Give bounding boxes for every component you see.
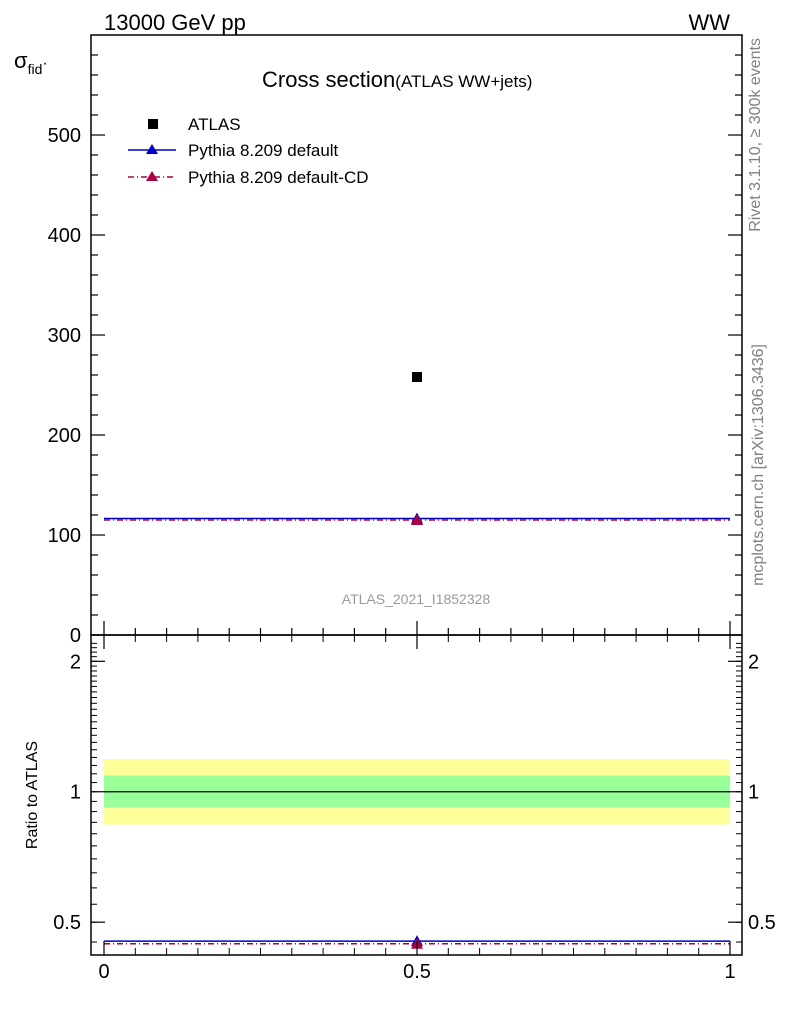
main-panel: 0 100 200 300 400 500 Cross section(ATLAS WW+… [14,34,743,647]
plot-title-main: Cross section [262,67,395,92]
ratio-y-tick-label-right: 2 [748,651,759,673]
main-y-tick-label: 500 [48,125,81,147]
data-point-atlas [412,372,422,382]
ratio-frame [90,634,743,956]
plot-title-sub: (ATLAS WW+jets) [395,72,532,91]
legend-marker-pythia-default [146,144,158,154]
ratio-plot-area [104,759,730,949]
ylabel-sigma: σ [14,48,28,73]
legend-item-atlas: ATLAS [148,115,241,134]
ratio-y-axis-label: Ratio to ATLAS [24,741,41,849]
legend-item-pythia-default: Pythia 8.209 default [128,141,339,160]
legend-item-pythia-default-cd: Pythia 8.209 default-CD [128,168,369,187]
x-tick-label: 0.5 [403,961,431,983]
main-y-tick-label: 400 [48,225,81,247]
main-y-ticks: 0 100 200 300 400 500 [48,54,742,647]
legend-label-pythia-default: Pythia 8.209 default [188,141,339,160]
header-process: WW [688,10,730,35]
header-energy: 13000 GeV pp [104,10,246,35]
ratio-y-tick-label-right: 1 [748,782,759,804]
legend: ATLAS Pythia 8.209 default Pythia 8.209 … [128,115,369,187]
ratio-panel: 0.5 0.51 12 2 0 0.5 1 Ratio to ATLAS [24,634,776,983]
ylabel-suffix: · [42,55,47,72]
ratio-y-ticks: 0.5 0.5 1 1 2 2 [53,642,776,943]
legend-marker-pythia-default-cd [146,171,158,181]
legend-label-atlas: ATLAS [188,115,241,134]
legend-marker-atlas [148,119,158,129]
main-plot-area [104,372,730,525]
main-y-tick-label: 0 [70,625,81,647]
main-y-axis-label: σfid· [14,48,48,77]
ratio-y-tick-label: 2 [70,651,81,673]
ratio-y-tick-label: 0.5 [53,912,81,934]
ratio-y-tick-label-right: 0.5 [748,912,776,934]
x-axis-ticks: 0 0.5 1 [98,635,736,983]
data-point-triangle [411,514,423,525]
x-tick-label: 0 [98,961,109,983]
main-y-tick-label: 300 [48,325,81,347]
main-y-tick-label: 200 [48,425,81,447]
legend-label-pythia-default-cd: Pythia 8.209 default-CD [188,168,369,187]
analysis-watermark: ATLAS_2021_I1852328 [342,591,491,607]
ratio-y-tick-label: 1 [70,782,81,804]
x-tick-label: 1 [724,961,735,983]
main-y-tick-label: 100 [48,525,81,547]
side-mcplots-label: mcplots.cern.ch [arXiv:1306.3436] [750,344,767,586]
plot-title: Cross section(ATLAS WW+jets) [262,67,532,92]
ylabel-subscript: fid [28,61,43,77]
side-rivet-label: Rivet 3.1.10, ≥ 300k events [747,38,764,232]
